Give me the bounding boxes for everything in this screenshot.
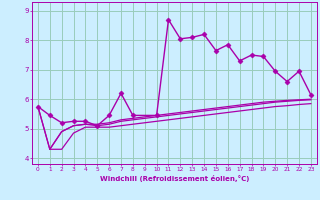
X-axis label: Windchill (Refroidissement éolien,°C): Windchill (Refroidissement éolien,°C) xyxy=(100,175,249,182)
